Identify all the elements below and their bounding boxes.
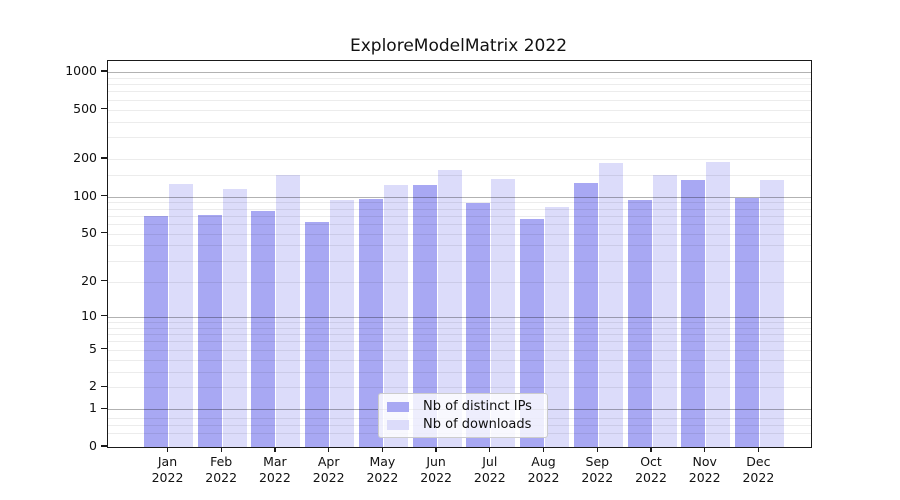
x-tick-mark	[274, 447, 276, 452]
legend-swatch-downloads	[387, 420, 409, 430]
y-tick-mark	[101, 407, 107, 410]
y-tick-label: 1	[89, 400, 97, 416]
x-tick-label: Mar 2022	[258, 454, 291, 485]
bar-distinct-ips	[197, 214, 222, 447]
chart-title: ExploreModelMatrix 2022	[349, 36, 568, 56]
x-tick-label: Aug 2022	[527, 454, 560, 485]
y-tick-label: 50	[81, 224, 97, 240]
y-tick-mark	[101, 348, 107, 350]
x-tick-mark	[328, 447, 330, 452]
y-tick-mark	[101, 157, 107, 159]
y-tick-label: 20	[81, 272, 97, 288]
y-tick-label: 200	[73, 150, 97, 166]
y-tick-mark	[101, 70, 107, 72]
bar-downloads	[706, 161, 731, 447]
y-tick-label: 100	[73, 187, 97, 203]
y-tick-label: 1000	[65, 63, 97, 78]
plot-area	[107, 60, 812, 448]
x-tick-mark	[220, 447, 222, 452]
bar-downloads	[598, 163, 623, 447]
x-tick-label: Oct 2022	[635, 454, 667, 485]
x-tick-label: Jul 2022	[473, 454, 506, 485]
y-tick-mark	[101, 231, 107, 234]
x-tick-label: Sep 2022	[581, 454, 614, 485]
x-tick-mark	[489, 447, 491, 452]
y-tick-mark	[101, 385, 107, 388]
legend-item-downloads: Nb of downloads	[387, 418, 531, 432]
bar-distinct-ips	[734, 197, 759, 447]
x-tick-mark	[381, 447, 384, 452]
x-tick-mark	[704, 447, 706, 452]
y-tick-label: 0	[89, 438, 97, 453]
bar-distinct-ips	[681, 179, 706, 447]
x-tick-label: Apr 2022	[312, 454, 345, 485]
x-tick-mark	[435, 447, 437, 452]
y-tick-mark	[101, 107, 107, 110]
bar-downloads	[652, 175, 677, 447]
x-tick-label: Jun 2022	[420, 454, 452, 485]
legend-label-distinct-ips: Nb of distinct IPs	[423, 399, 532, 414]
legend-swatch-distinct-ips	[387, 402, 409, 412]
legend: Nb of distinct IPs Nb of downloads	[378, 393, 548, 438]
bars-layer	[108, 61, 811, 447]
y-tick-label: 2	[89, 378, 97, 394]
bar-downloads	[330, 200, 355, 447]
y-tick-label: 500	[73, 100, 97, 116]
x-tick-label: May 2022	[366, 454, 399, 485]
y-tick-mark	[101, 194, 107, 197]
bar-downloads	[759, 179, 784, 447]
legend-label-downloads: Nb of downloads	[423, 417, 532, 432]
bar-downloads	[169, 184, 193, 447]
bar-distinct-ips	[251, 211, 276, 447]
bar-downloads	[276, 174, 301, 447]
bar-distinct-ips	[573, 183, 598, 447]
y-tick-label: 10	[81, 307, 97, 323]
bar-distinct-ips	[144, 215, 168, 447]
x-tick-mark	[596, 447, 598, 452]
y-tick-mark	[101, 280, 107, 282]
x-tick-mark	[757, 447, 760, 452]
x-tick-label: Dec 2022	[742, 454, 775, 485]
x-tick-mark	[166, 447, 169, 452]
x-tick-label: Nov 2022	[688, 454, 721, 485]
bar-downloads	[222, 189, 247, 447]
y-tick-mark	[101, 445, 107, 447]
y-tick-mark	[101, 315, 107, 317]
bar-distinct-ips	[627, 200, 652, 447]
x-tick-label: Jan 2022	[151, 454, 184, 485]
bar-downloads	[545, 207, 569, 447]
y-tick-label: 5	[89, 340, 97, 356]
x-tick-mark	[542, 447, 545, 452]
legend-item-distinct-ips: Nb of distinct IPs	[387, 400, 532, 414]
x-tick-label: Feb 2022	[205, 454, 238, 485]
x-tick-mark	[650, 447, 652, 452]
bar-distinct-ips	[305, 222, 330, 447]
